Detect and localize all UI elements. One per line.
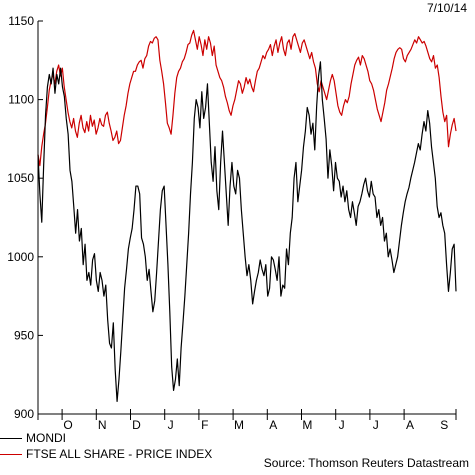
legend-label-ftse: FTSE ALL SHARE - PRICE INDEX <box>26 447 213 461</box>
chart-date: 7/10/14 <box>426 1 467 15</box>
y-axis: 900 950 1000 1050 1100 1150 <box>7 14 43 421</box>
y-tick-label: 1150 <box>8 14 34 28</box>
x-tick-label: J <box>339 418 345 432</box>
legend-item-mondi: MONDI <box>0 431 66 445</box>
legend-label-mondi: MONDI <box>26 431 66 445</box>
y-tick-label: 950 <box>14 328 34 342</box>
x-tick-label: A <box>269 418 277 432</box>
x-tick-label: D <box>132 418 141 432</box>
y-tick-label: 1050 <box>7 171 34 185</box>
series-lines <box>37 29 457 403</box>
source-label: Source: Thomson Reuters Datastream <box>263 456 469 470</box>
series-line-ftse <box>37 29 457 167</box>
x-tick-label: J <box>373 418 379 432</box>
x-tick-label: F <box>201 418 208 432</box>
y-tick-label: 900 <box>14 407 34 421</box>
legend-swatch-mondi <box>0 437 22 439</box>
x-tick-label: M <box>302 418 312 432</box>
legend-swatch-ftse <box>0 453 22 455</box>
y-tick-label: 1000 <box>7 250 34 264</box>
x-tick-label: O <box>63 418 72 432</box>
x-tick-label: M <box>234 418 244 432</box>
x-tick-label: S <box>440 418 448 432</box>
x-tick-label: J <box>168 418 174 432</box>
x-tick-label: N <box>98 418 107 432</box>
y-tick-label: 1100 <box>8 93 34 107</box>
legend-item-ftse: FTSE ALL SHARE - PRICE INDEX <box>0 447 212 461</box>
series-line-mondi <box>37 61 457 403</box>
x-tick-label: A <box>406 418 414 432</box>
